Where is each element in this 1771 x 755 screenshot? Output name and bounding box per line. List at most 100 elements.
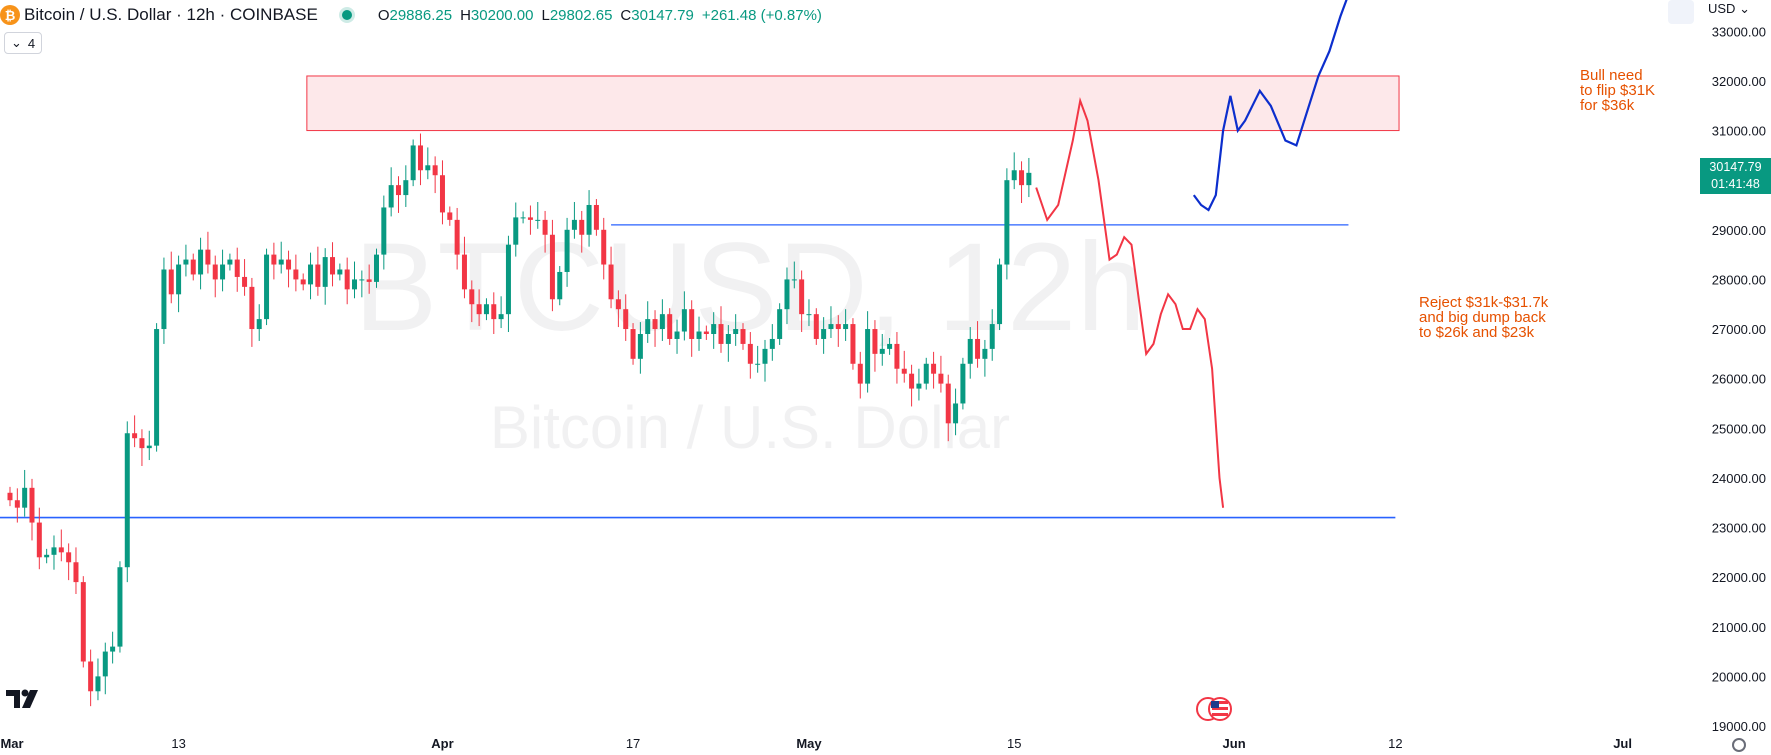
candle-body: [901, 368, 907, 374]
candle-body: [286, 259, 292, 270]
us-economic-event-icon[interactable]: [1196, 696, 1232, 722]
last-price-value: 30147.79: [1709, 160, 1762, 174]
candle-body: [681, 309, 687, 332]
candle-body: [227, 259, 233, 265]
candle-body: [909, 373, 915, 389]
candle-body: [725, 334, 731, 344]
time-axis[interactable]: Mar13Apr17May15Jun12Jul17Aug14: [0, 736, 1771, 751]
candle-body: [308, 264, 314, 285]
projection-paths[interactable]: [1035, 0, 1348, 508]
candle-body: [564, 229, 570, 272]
price-tick-label: 21000.00: [1712, 620, 1766, 635]
candle-body: [51, 547, 57, 555]
annotation-line: Bull need: [1580, 67, 1643, 84]
candle-body: [315, 264, 321, 287]
candle-body: [542, 219, 548, 235]
candle-body: [659, 314, 665, 330]
symbol-title[interactable]: Bitcoin / U.S. Dollar · 12h · COINBASE: [24, 5, 318, 24]
indicator-count: 4: [27, 35, 36, 51]
candle-body: [117, 567, 123, 647]
price-tick-label: 19000.00: [1712, 719, 1766, 734]
price-tick-label: 26000.00: [1712, 372, 1766, 387]
candle-body: [388, 185, 394, 208]
candle-body: [476, 304, 482, 315]
time-tick-label: 12: [1388, 736, 1402, 751]
candle-body: [461, 254, 467, 290]
candle-body: [711, 324, 717, 335]
candle-body: [806, 314, 812, 316]
bullish-projection-path: [1192, 0, 1348, 212]
toolbar-button[interactable]: [1668, 0, 1694, 24]
candle-body: [146, 445, 152, 449]
candle-body: [447, 212, 453, 220]
candle-body: [608, 264, 614, 300]
candle-body: [176, 264, 182, 295]
candle-body: [733, 329, 739, 335]
price-axis[interactable]: 19000.00 20000.00 21000.00 22000.00 23000.00…: [1712, 24, 1766, 734]
price-tick-label: 24000.00: [1712, 471, 1766, 486]
candle-body: [205, 249, 211, 265]
candle-body: [22, 487, 28, 508]
candle-body: [813, 314, 819, 339]
candle-body: [14, 500, 20, 508]
candle-body: [381, 207, 387, 255]
price-tick-label: 29000.00: [1712, 223, 1766, 238]
candle-body: [894, 343, 900, 369]
candle-body: [58, 547, 64, 553]
candle-body: [395, 185, 401, 196]
candle-body: [747, 343, 753, 364]
candle-body: [330, 257, 336, 275]
ohlc-item: L29802.65: [542, 7, 613, 24]
candle-body: [293, 269, 299, 280]
candle-body: [615, 299, 621, 310]
candle-body: [769, 338, 775, 349]
candle-body: [154, 329, 160, 446]
candle-body: [425, 165, 431, 171]
candle-body: [73, 562, 79, 583]
candle-body: [960, 363, 966, 404]
ohlc-values: O29886.25 H30200.00 L29802.65 C30147.79 +261…: [378, 7, 822, 24]
settings-gear-icon[interactable]: [1732, 738, 1746, 752]
tradingview-logo-icon[interactable]: [6, 688, 46, 710]
ohlc-value: 29886.25: [389, 6, 453, 24]
currency-label: USD: [1708, 1, 1736, 16]
candle-body: [718, 324, 724, 344]
candle-body: [124, 433, 130, 568]
indicators-toggle[interactable]: ⌄ 4: [4, 32, 43, 54]
candle-body: [432, 165, 438, 176]
chevron-down-icon: ⌄: [1739, 1, 1750, 16]
ohlc-value: 30200.00: [470, 6, 534, 24]
annotation-line: for $36k: [1580, 97, 1635, 114]
candle-body: [417, 145, 423, 171]
watermark-name: Bitcoin / U.S. Dollar: [490, 394, 1010, 461]
candle-body: [703, 331, 709, 335]
candle-body: [755, 363, 761, 365]
support-lines[interactable]: [0, 224, 1396, 519]
price-tick-label: 33000.00: [1712, 24, 1766, 39]
candle-body: [520, 217, 526, 219]
candle-body: [784, 279, 790, 310]
candle-body: [454, 219, 460, 255]
ohlc-key: C: [620, 6, 632, 24]
ohlc-item: C30147.79: [620, 7, 693, 24]
candle-body: [674, 331, 680, 339]
candle-body: [439, 175, 445, 213]
candle-body: [938, 373, 944, 384]
candle-body: [762, 348, 768, 364]
candle-body: [359, 279, 365, 281]
ohlc-key: L: [541, 6, 550, 24]
candle-body: [190, 259, 196, 275]
ohlc-item: +261.48 (+0.87%): [702, 7, 822, 24]
candle-body: [637, 334, 643, 359]
currency-selector[interactable]: USD ⌄: [1708, 1, 1750, 17]
candle-body: [835, 324, 841, 330]
candle-body: [337, 269, 343, 275]
candle-body: [491, 304, 497, 320]
candle-body: [102, 651, 108, 677]
candle-body: [183, 259, 189, 265]
resistance-zone[interactable]: [306, 75, 1400, 132]
candle-body: [352, 279, 358, 290]
ohlc-item: O29886.25: [378, 7, 452, 24]
